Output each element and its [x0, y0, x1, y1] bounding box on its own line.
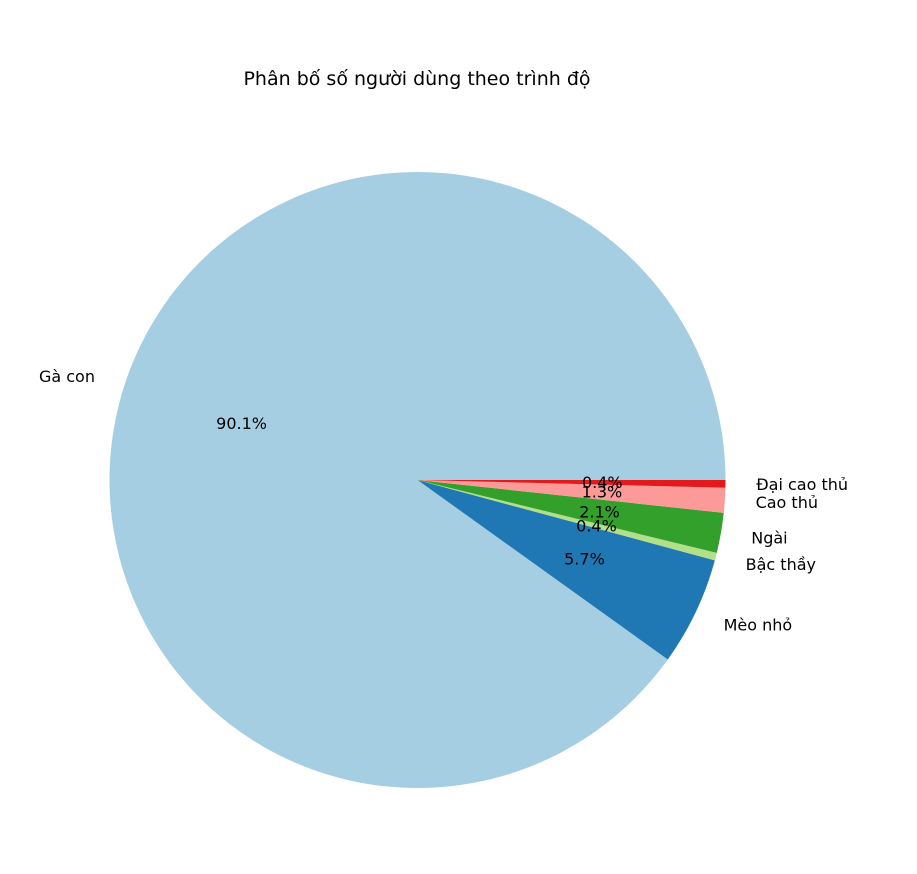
pie-slice-cao-thu — [417, 480, 726, 513]
pct-label-ngai: 2.1% — [579, 502, 620, 521]
pct-label-dai-cao-thu: 0.4% — [582, 473, 623, 492]
pct-label-meo-nho: 5.7% — [564, 550, 605, 569]
slice-label-cao-thu: Cao thủ — [756, 493, 818, 512]
slice-label-bac-thay: Bậc thầy — [746, 555, 816, 574]
slice-label-dai-cao-thu: Đại cao thủ — [756, 475, 848, 494]
pct-label-bac-thay: 0.4% — [576, 516, 617, 535]
pie-slice-meo-nho — [417, 480, 715, 660]
pct-label-cao-thu: 1.3% — [582, 483, 623, 502]
pie-slice-ngai — [417, 480, 724, 553]
slice-label-ngai: Ngài — [751, 529, 787, 548]
pie-slice-dai-cao-thu — [417, 480, 726, 488]
chart-title: Phân bố số người dùng theo trình độ — [243, 68, 590, 90]
pie-slice-bac-thay — [417, 480, 717, 561]
pie-slice-ga-con — [109, 171, 726, 789]
slice-label-meo-nho: Mèo nhỏ — [724, 616, 793, 635]
pct-label-ga-con: 90.1% — [216, 414, 267, 433]
slice-label-ga-con: Gà con — [39, 367, 95, 386]
pie-labels: Gà con 90.1% Mèo nhỏ 5.7% Bậc thầy 0.4% Ngài 2.… — [39, 367, 848, 635]
pie-slices — [109, 171, 726, 789]
